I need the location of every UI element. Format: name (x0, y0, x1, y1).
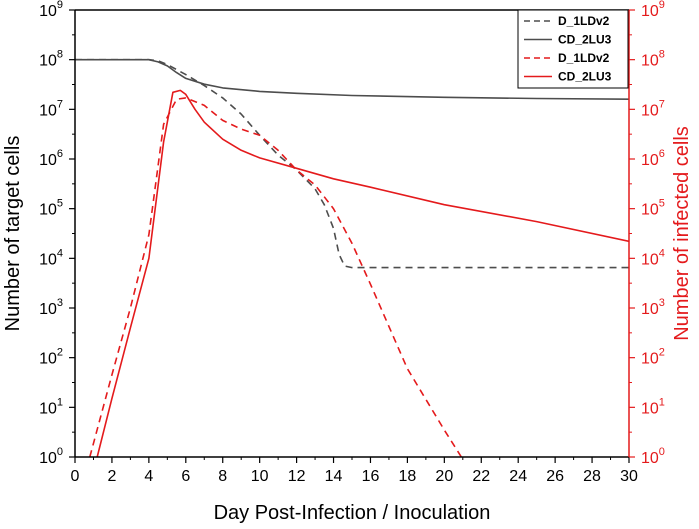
y-right-tick-label: 102 (641, 347, 665, 368)
x-tick-label: 20 (435, 468, 453, 485)
series-line-cd-2lu3-right (96, 89, 629, 457)
x-tick-label: 22 (472, 468, 490, 485)
x-tick-label: 6 (181, 468, 190, 485)
x-tick-label: 28 (583, 468, 601, 485)
x-tick-label: 30 (620, 468, 638, 485)
x-tick-label: 12 (288, 468, 306, 485)
x-tick-label: 4 (144, 468, 153, 485)
y-right-tick-label: 103 (641, 297, 665, 318)
x-tick-label: 24 (509, 468, 527, 485)
y-left-tick-label: 103 (39, 297, 63, 318)
y-right-tick-label: 105 (641, 198, 665, 219)
y-left-tick-label: 106 (39, 148, 63, 169)
y-axis-right-title: Number of infected cells (671, 126, 693, 341)
legend-label: CD_2LU3 (558, 70, 612, 84)
x-tick-label: 10 (251, 468, 269, 485)
x-tick-label: 2 (107, 468, 116, 485)
x-tick-label: 26 (546, 468, 564, 485)
y-right-tick-label: 104 (641, 247, 665, 268)
y-left-tick-label: 108 (39, 49, 63, 70)
x-tick-label: 16 (362, 468, 380, 485)
legend-label: CD_2LU3 (558, 33, 612, 47)
y-right-tick-label: 100 (641, 446, 665, 467)
legend-box (517, 9, 629, 89)
legend-label: D_1LDv2 (558, 51, 610, 65)
legend: D_1LDv2 CD_2LU3 D_1LDv2 CD_2LU3 (517, 9, 629, 89)
legend-label: D_1LDv2 (558, 14, 610, 28)
y-left-tick-label: 101 (39, 396, 63, 417)
y-axis-left-title: Number of target cells (2, 136, 24, 332)
y-left-tick-label: 109 (39, 0, 63, 20)
x-tick-label: 0 (71, 468, 80, 485)
y-right-tick-label: 107 (641, 98, 665, 119)
series-line-cd-2lu3-left (75, 58, 629, 100)
y-left-tick-label: 104 (39, 247, 63, 268)
y-left-tick-label: 100 (39, 446, 63, 467)
x-tick-label: 8 (218, 468, 227, 485)
series-line-d-1ldv2-right (89, 97, 463, 457)
y-right-tick-label: 106 (641, 148, 665, 169)
y-left-tick-label: 102 (39, 347, 63, 368)
series-layer (75, 58, 629, 457)
y-right-tick-label: 108 (641, 49, 665, 70)
y-left-tick-label: 107 (39, 98, 63, 119)
x-axis-title: Day Post-Infection / Inoculation (214, 502, 491, 524)
y-right-tick-label: 101 (641, 396, 665, 417)
x-tick-label: 18 (399, 468, 417, 485)
y-left-tick-label: 105 (39, 198, 63, 219)
y-right-tick-label: 109 (641, 0, 665, 20)
x-tick-label: 14 (325, 468, 343, 485)
